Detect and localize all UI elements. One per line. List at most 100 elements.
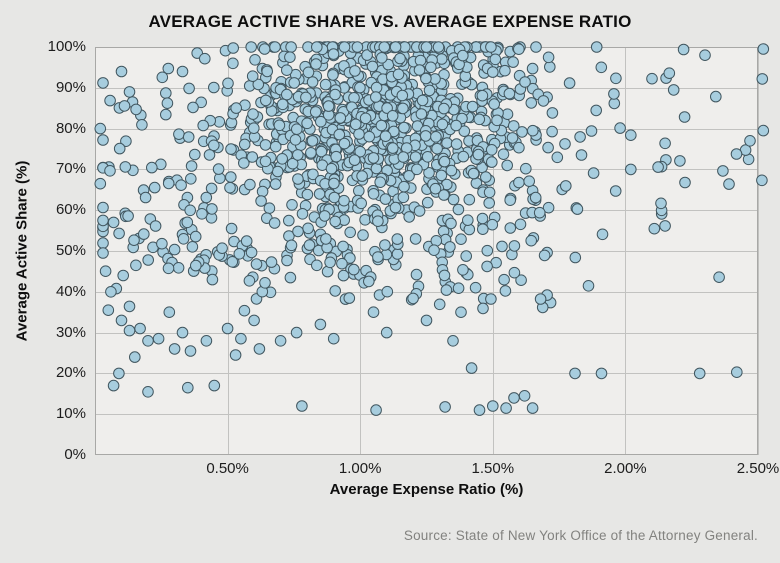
- data-point: [259, 139, 272, 151]
- data-point: [677, 43, 690, 56]
- data-point: [438, 102, 450, 115]
- data-point: [315, 145, 328, 158]
- data-point: [271, 165, 284, 178]
- data-point: [330, 150, 342, 163]
- data-point: [161, 97, 174, 110]
- data-point: [349, 118, 362, 131]
- data-point: [441, 137, 453, 149]
- data-point: [439, 401, 451, 413]
- data-point: [347, 263, 360, 276]
- data-point: [255, 195, 267, 207]
- data-point: [485, 41, 497, 53]
- data-point: [265, 256, 278, 268]
- data-point: [288, 77, 300, 89]
- data-point: [678, 111, 691, 123]
- data-point: [537, 95, 550, 107]
- data-point: [269, 41, 281, 53]
- data-point: [292, 149, 304, 161]
- data-point: [248, 122, 260, 134]
- data-point: [496, 240, 508, 253]
- data-point: [113, 142, 126, 155]
- data-point: [596, 228, 609, 241]
- data-point: [614, 122, 626, 134]
- data-point: [156, 237, 168, 250]
- data-point: [94, 177, 107, 190]
- data-point: [487, 66, 499, 78]
- data-point: [507, 120, 520, 132]
- data-point: [322, 100, 335, 112]
- data-point: [409, 151, 422, 163]
- data-point: [436, 118, 449, 131]
- data-point: [501, 159, 514, 172]
- data-point: [396, 89, 409, 102]
- data-point: [508, 266, 521, 279]
- data-point: [348, 154, 361, 166]
- data-point: [303, 239, 316, 251]
- data-point: [559, 138, 571, 150]
- data-point: [160, 87, 172, 99]
- data-point: [476, 212, 489, 225]
- data-point: [438, 189, 450, 201]
- data-point: [301, 188, 314, 201]
- data-point: [284, 51, 296, 63]
- data-point: [625, 129, 637, 141]
- data-point: [311, 259, 323, 272]
- data-point: [457, 264, 469, 276]
- data-point: [391, 233, 404, 245]
- data-point: [97, 237, 109, 249]
- data-point: [102, 304, 115, 317]
- data-point: [463, 193, 476, 206]
- data-point: [162, 262, 175, 275]
- data-point: [245, 41, 257, 53]
- data-point: [560, 180, 572, 192]
- data-point: [94, 122, 107, 135]
- data-point: [391, 248, 404, 260]
- data-point: [542, 51, 555, 64]
- data-point: [389, 201, 402, 214]
- data-point: [569, 251, 582, 264]
- data-point: [659, 220, 671, 232]
- data-point: [723, 178, 735, 190]
- data-point: [104, 165, 116, 177]
- data-point: [314, 318, 327, 331]
- data-point: [503, 87, 516, 100]
- data-point: [595, 61, 608, 74]
- data-point: [199, 52, 211, 65]
- data-point: [205, 182, 218, 195]
- data-point: [379, 193, 392, 205]
- data-point: [397, 191, 410, 204]
- data-point: [334, 112, 347, 124]
- data-point: [328, 191, 341, 204]
- data-point: [307, 168, 319, 181]
- data-point: [319, 78, 332, 91]
- data-point: [296, 400, 308, 412]
- data-point: [507, 56, 519, 68]
- chart-title: AVERAGE ACTIVE SHARE VS. AVERAGE EXPENSE…: [148, 12, 632, 31]
- y-tick-label: 20%: [55, 364, 86, 382]
- data-point: [530, 41, 542, 53]
- data-point: [525, 234, 538, 247]
- data-point: [245, 246, 258, 259]
- data-point: [582, 280, 595, 292]
- data-point: [327, 69, 339, 81]
- data-point: [455, 306, 467, 319]
- data-point: [710, 90, 722, 103]
- data-point: [757, 43, 770, 55]
- data-point: [338, 194, 350, 207]
- data-point: [469, 281, 482, 294]
- data-point: [344, 226, 356, 239]
- data-point: [646, 72, 658, 85]
- data-point: [457, 49, 469, 62]
- data-point: [253, 343, 266, 355]
- data-point: [421, 196, 434, 209]
- data-point: [338, 41, 351, 53]
- data-point: [357, 229, 369, 241]
- data-point: [284, 271, 297, 284]
- data-point: [281, 88, 293, 101]
- data-point: [731, 366, 743, 379]
- data-point: [374, 176, 387, 188]
- data-point: [525, 97, 538, 109]
- data-point: [389, 41, 402, 53]
- data-point: [310, 58, 322, 70]
- data-point: [122, 210, 134, 222]
